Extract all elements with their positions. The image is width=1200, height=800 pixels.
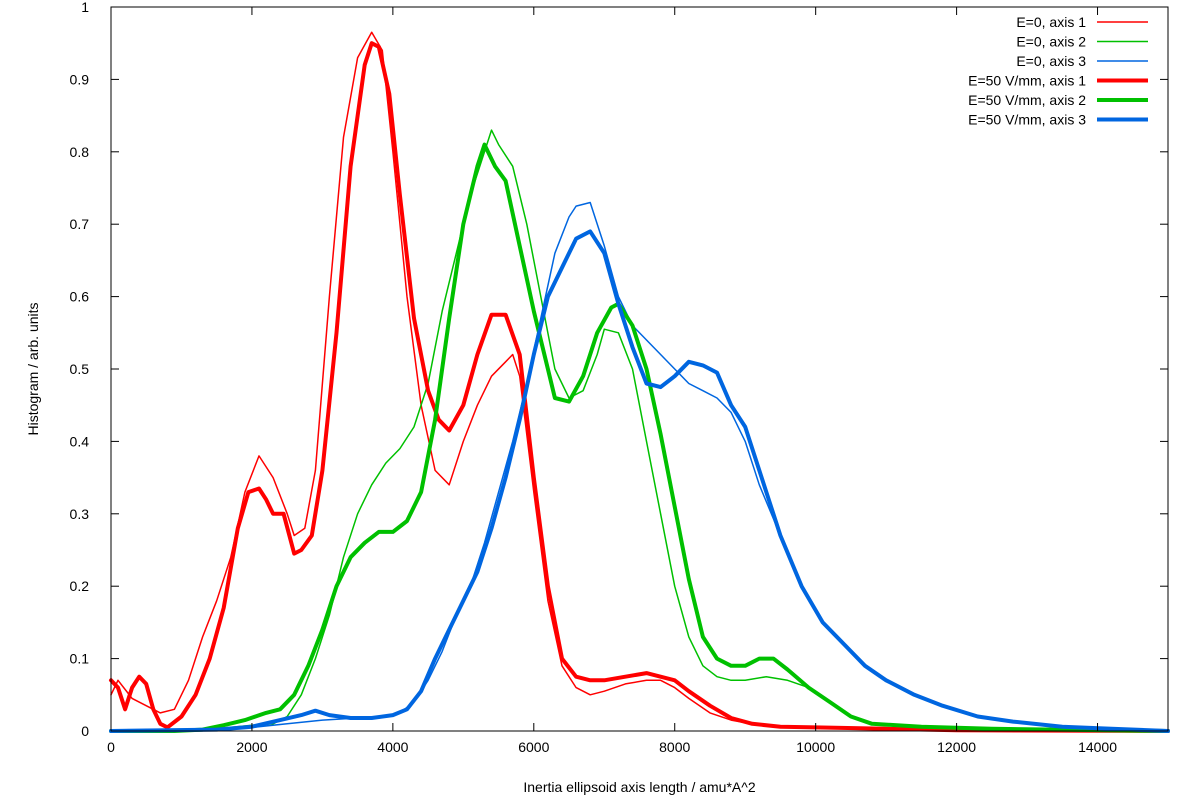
x-tick-label: 8000 bbox=[659, 739, 690, 755]
y-tick-label: 0.9 bbox=[70, 71, 90, 87]
series-line-2 bbox=[110, 129, 1169, 732]
y-tick-label: 0.7 bbox=[70, 216, 90, 232]
x-tick-label: 0 bbox=[107, 739, 115, 755]
x-axis-title: Inertia ellipsoid axis length / amu*A^2 bbox=[523, 779, 755, 795]
x-tick-label: 2000 bbox=[236, 739, 267, 755]
y-tick-label: 0.6 bbox=[70, 289, 90, 305]
x-tick-label: 12000 bbox=[937, 739, 976, 755]
y-tick-label: 1 bbox=[81, 0, 89, 15]
y-tick-label: 0.1 bbox=[70, 651, 90, 667]
legend-label: E=50 V/mm, axis 2 bbox=[968, 92, 1086, 108]
series-line-1 bbox=[110, 31, 1169, 732]
series-layer bbox=[109, 31, 1170, 733]
y-tick-label: 0.3 bbox=[70, 506, 90, 522]
x-tick-label: 4000 bbox=[377, 739, 408, 755]
series-line-6 bbox=[109, 229, 1170, 733]
x-tick-label: 10000 bbox=[796, 739, 835, 755]
y-tick-label: 0.2 bbox=[70, 578, 90, 594]
y-tick-label: 0.4 bbox=[70, 433, 90, 449]
legend-label: E=0, axis 3 bbox=[1016, 53, 1086, 69]
series-line-5 bbox=[109, 142, 1170, 733]
legend-label: E=50 V/mm, axis 1 bbox=[968, 73, 1086, 89]
series-line-4 bbox=[109, 41, 1170, 733]
y-tick-label: 0.8 bbox=[70, 144, 90, 160]
y-axis-title: Histogram / arb. units bbox=[25, 302, 41, 435]
x-tick-label: 6000 bbox=[518, 739, 549, 755]
x-tick-label: 14000 bbox=[1078, 739, 1117, 755]
y-tick-label: 0 bbox=[81, 723, 89, 739]
ticks-layer: 0 2000 4000 6000 8000 10000 12000 14000 0 0.1 0.2 0… bbox=[70, 0, 1168, 755]
legend-label: E=0, axis 2 bbox=[1016, 34, 1086, 50]
legend-label: E=50 V/mm, axis 3 bbox=[968, 112, 1086, 128]
legend-label: E=0, axis 1 bbox=[1016, 14, 1086, 30]
legend: E=0, axis 1 E=0, axis 2 E=0, axis 3 E=50 V/… bbox=[968, 14, 1148, 128]
y-tick-label: 0.5 bbox=[70, 361, 90, 377]
